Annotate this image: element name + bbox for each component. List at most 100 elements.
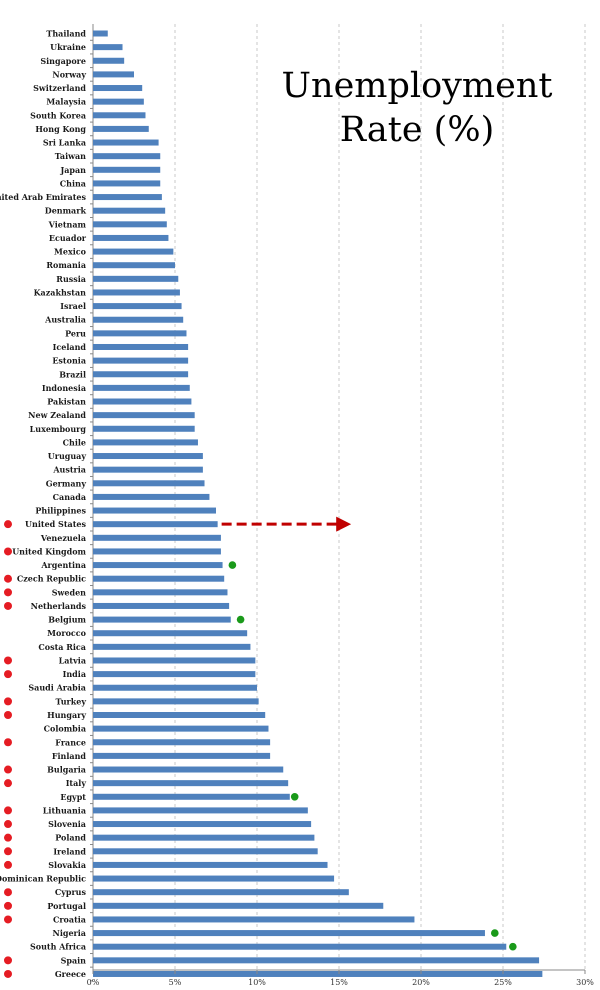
bar [93,752,271,759]
category-label: New Zealand [28,410,86,420]
bar [93,575,225,582]
bar [93,712,266,718]
green-marker [236,615,245,624]
bar [93,889,349,896]
red-marker [4,601,12,610]
category-label: Malaysia [46,97,86,107]
category-label: Argentina [40,560,86,570]
category-label: Pakistan [47,397,86,407]
category-label: Colombia [44,724,86,734]
red-marker [4,888,12,897]
category-label: Saudi Arabia [28,683,86,693]
bar [93,207,166,214]
red-marker [4,588,12,597]
bar [93,98,144,105]
category-label: United Kingdom [12,546,86,556]
category-label: Chile [63,437,86,447]
red-marker [4,547,12,556]
bar [93,180,161,187]
bar [93,112,146,119]
bar [93,930,485,937]
bar [93,493,210,500]
category-label: Cyprus [55,887,87,897]
bar [93,943,507,950]
chart-title-line-2: Rate (%) [339,110,495,150]
tick-label: 10% [248,978,266,987]
red-marker [4,738,12,747]
bar [93,902,384,909]
category-label: Sweden [52,587,86,597]
red-marker [4,765,12,774]
tick-label: 30% [576,978,594,987]
category-label: Brazil [59,369,86,379]
red-marker [4,656,12,665]
category-label: United Arab Emirates [0,192,86,202]
bar [93,425,195,432]
category-label: Dominican Republic [0,874,86,884]
red-marker [4,806,12,815]
category-label: Greece [55,969,86,979]
red-marker [4,670,12,679]
green-marker [290,792,299,801]
red-marker [4,520,12,529]
bar [93,57,125,64]
green-marker [509,942,517,951]
category-label: Costa Rica [38,642,86,652]
category-label: Nigeria [53,928,86,938]
bar [93,71,134,78]
category-label: Ecuador [49,233,87,243]
bar [93,125,149,132]
category-label: Estonia [52,356,86,366]
category-label: Poland [55,833,86,843]
green-marker [228,561,237,569]
bar [93,507,216,514]
category-label: Ukraine [50,42,86,52]
bar [93,330,187,337]
bar [93,439,198,446]
category-label: Germany [46,478,87,488]
category-labels: Thailand Ukraine Singapore Norway Switzerlan… [0,29,93,982]
red-marker [4,833,12,842]
bar [93,684,257,691]
red-marker [4,847,12,856]
bar [93,780,289,787]
bar [93,521,218,528]
category-label: Hong Kong [35,124,86,134]
category-label: Venezuela [40,533,86,543]
tick-label: 25% [494,978,512,987]
bar [93,861,328,868]
category-label: Slovakia [48,860,86,870]
category-label: Switzerland [33,83,86,93]
category-label: Slovenia [48,819,86,829]
bar [93,671,256,678]
bar [93,275,179,282]
red-marker [4,820,12,829]
red-marker [4,711,12,719]
bar [93,153,161,160]
category-label: Denmark [45,206,87,216]
category-label: Belgium [48,615,86,625]
bar [93,466,203,473]
category-label: South Africa [30,942,86,952]
bar [93,44,123,51]
category-label: Uruguay [48,451,87,461]
bar [93,234,169,241]
category-label: Egypt [60,792,86,802]
category-label: Canada [53,492,86,502]
bar [93,834,315,841]
bar [93,602,230,609]
category-label: Indonesia [42,383,86,393]
category-label: India [63,669,86,679]
bar [93,221,167,228]
category-label: Bulgaria [47,765,86,775]
bar [93,848,318,855]
red-marker [4,860,12,869]
category-label: Ireland [53,846,86,856]
category-label: Mexico [54,247,87,257]
bar [93,303,182,310]
tick-label: 5% [169,978,182,987]
chart-title: Unemployment Rate (%) [262,64,572,152]
bar [93,562,223,569]
bar [93,916,415,923]
